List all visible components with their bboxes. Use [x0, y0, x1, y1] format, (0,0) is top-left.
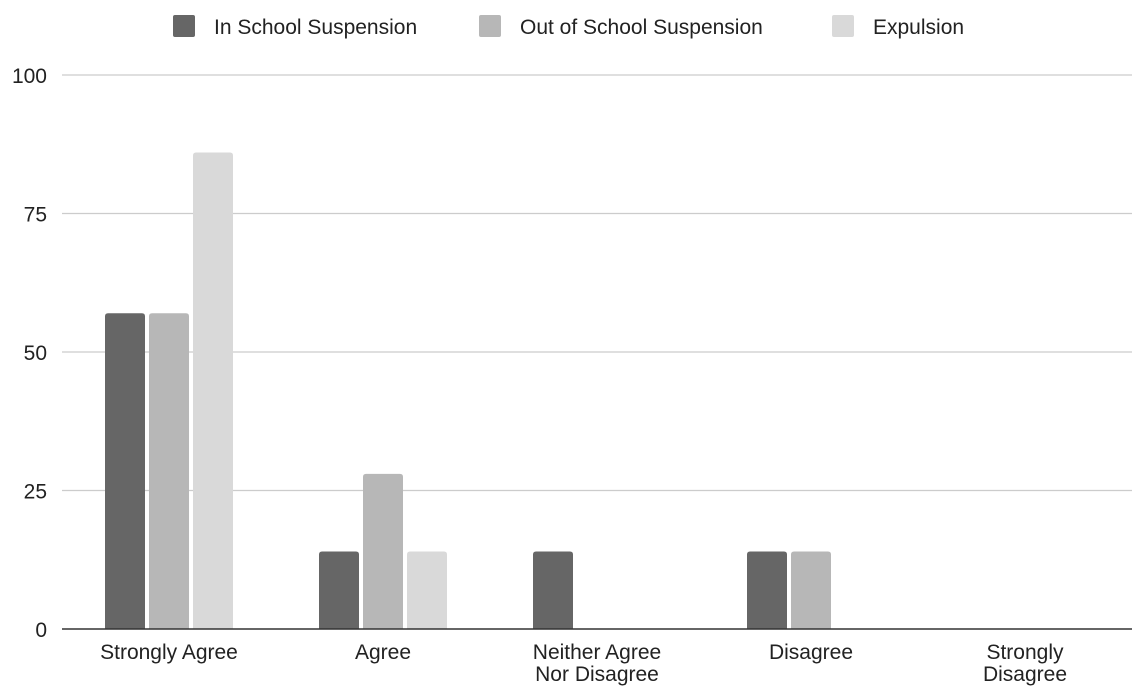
bar-in-school-suspension — [747, 551, 787, 629]
x-tick-label: Strongly Disagree — [983, 641, 1067, 686]
bar-out-of-school-suspension — [791, 551, 831, 629]
bar-expulsion — [193, 152, 233, 629]
legend-label: In School Suspension — [214, 16, 417, 39]
legend-label: Out of School Suspension — [520, 16, 763, 39]
x-tick-label: Disagree — [769, 641, 853, 664]
bar-expulsion — [407, 551, 447, 629]
legend: In School Suspension Out of School Suspen… — [173, 15, 964, 39]
bar-in-school-suspension — [319, 551, 359, 629]
y-tick-label: 50 — [24, 342, 47, 365]
bar-out-of-school-suspension — [363, 473, 403, 629]
x-tick-label: Agree — [355, 641, 411, 664]
gridlines — [62, 74, 1132, 492]
y-tick-label: 0 — [35, 619, 47, 642]
y-tick-label: 25 — [24, 481, 47, 504]
legend-swatch — [479, 15, 501, 37]
legend-item: In School Suspension — [173, 15, 417, 39]
legend-swatch — [832, 15, 854, 37]
x-tick-label-line: Disagree — [983, 663, 1067, 686]
x-tick-label: Strongly Agree — [100, 641, 238, 664]
legend-swatch — [173, 15, 195, 37]
bar-in-school-suspension — [533, 551, 573, 629]
x-tick-label-line: Strongly Agree — [100, 641, 238, 664]
bar-in-school-suspension — [105, 313, 145, 629]
legend-item: Expulsion — [832, 15, 964, 39]
y-axis-ticks: 0 25 50 75 100 — [12, 65, 47, 642]
legend-label: Expulsion — [873, 16, 964, 39]
x-tick-label: Neither Agree Nor Disagree — [533, 641, 661, 686]
x-tick-label-line: Neither Agree — [533, 641, 661, 664]
bar-out-of-school-suspension — [149, 313, 189, 629]
y-tick-label: 75 — [24, 204, 47, 227]
x-tick-label-line: Nor Disagree — [535, 663, 659, 686]
x-tick-label-line: Agree — [355, 641, 411, 664]
legend-item: Out of School Suspension — [479, 15, 763, 39]
x-axis-ticks: Strongly Agree Agree Neither Agree Nor Disa… — [100, 641, 1067, 686]
x-tick-label-line: Disagree — [769, 641, 853, 664]
bars — [105, 152, 831, 629]
x-tick-label-line: Strongly — [986, 641, 1064, 664]
y-tick-label: 100 — [12, 65, 47, 88]
